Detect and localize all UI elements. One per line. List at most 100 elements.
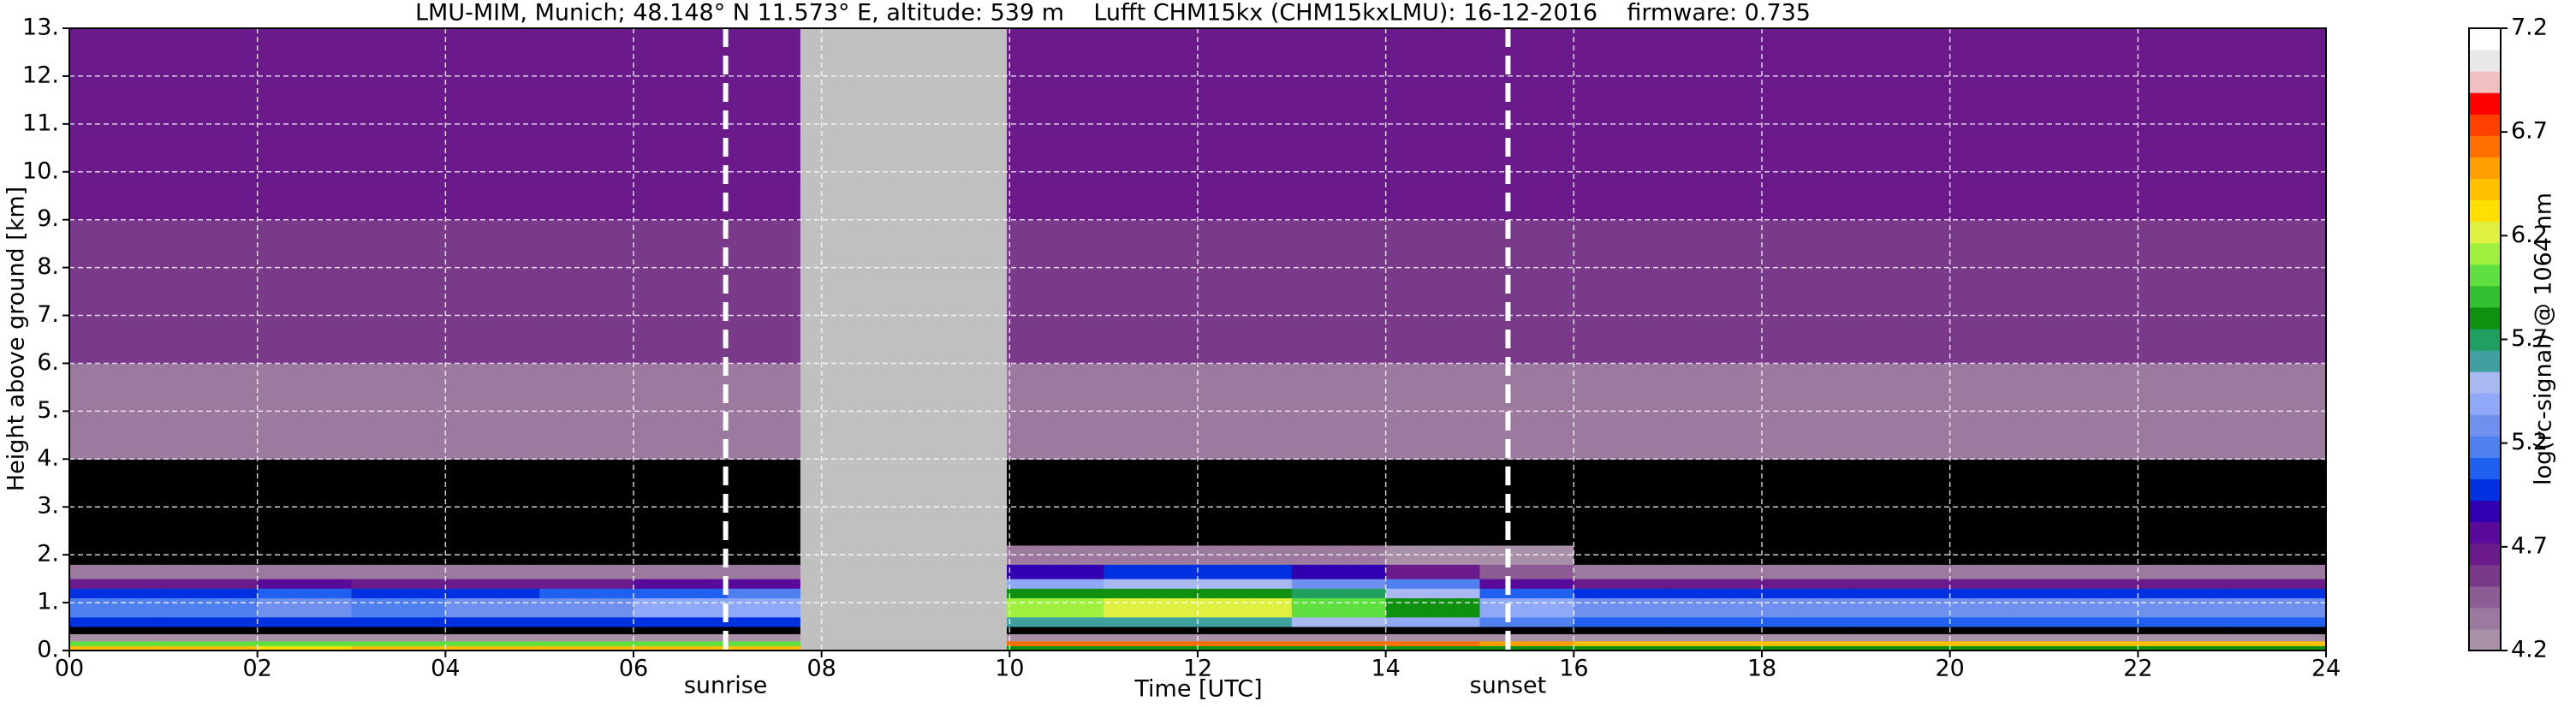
heatmap-cell [634,597,729,618]
heatmap-cell [69,633,164,642]
heatmap-cell [2138,588,2233,598]
heatmap-cell [1198,219,1293,364]
heatmap-cell [1855,640,1951,646]
heatmap-cell [1198,588,1293,598]
heatmap-cell [1385,219,1480,364]
colorbar-segment [2469,328,2501,351]
heatmap-cell [163,579,259,589]
annotation-label: sunset [1470,673,1547,699]
colorbar-segment [2469,585,2501,609]
heatmap-cell [1949,616,2044,627]
heatmap-cell [1385,564,1480,579]
heatmap-cell [1668,219,1763,364]
heatmap-cell [1574,645,1669,651]
heatmap-cell [1574,588,1669,598]
heatmap-cell [727,640,800,646]
heatmap-cell [1007,588,1104,598]
colorbar-segment [2469,221,2501,244]
heatmap-cell [1198,645,1293,651]
x-tick-label: 00 [55,656,84,682]
y-tick-label: 3. [37,493,59,520]
colorbar-tick-label: 6.7 [2511,118,2548,145]
heatmap-cell [351,588,446,598]
heatmap-cell [1574,579,1669,589]
heatmap-cell [1855,627,1951,634]
heatmap-cell [1949,579,2044,589]
heatmap-cell [2138,597,2233,618]
heatmap-cell [1479,616,1574,627]
colorbar-segment [2469,306,2501,330]
heatmap-cell [727,616,800,627]
heatmap-cell [1385,459,1480,508]
colorbar-segment [2469,436,2501,458]
heatmap-cell [1291,645,1387,651]
heatmap-cell [2232,597,2327,618]
x-tick-label: 04 [431,656,460,682]
heatmap-cell [351,597,446,618]
heatmap-cell [69,627,164,634]
heatmap-cell [1668,579,1763,589]
x-tick-label: 12 [1183,656,1212,682]
heatmap-cell [2044,459,2139,508]
heatmap-cell [163,640,259,646]
heatmap-cell [445,219,540,364]
heatmap-cell [257,616,352,627]
heatmap-cell [2138,507,2233,546]
x-tick-label: 24 [2311,656,2341,682]
heatmap-cell [1385,645,1480,651]
plot-frame [68,27,2327,651]
heatmap-cell [1668,564,1763,579]
colorbar-segment [2469,564,2501,587]
heatmap-cell [1104,564,1199,579]
heatmap-cell [1479,507,1574,546]
heatmap-cell [351,633,446,642]
heatmap-cell [2232,640,2327,646]
heatmap-cell [1385,579,1480,589]
heatmap-cell [1574,640,1669,646]
heatmap-cell [1104,633,1199,642]
heatmap-cell [2044,588,2139,598]
heatmap-cell [1855,616,1951,627]
colorbar-segment [2469,285,2501,308]
heatmap-cell [634,579,729,589]
colorbar-segment [2469,178,2501,201]
heatmap-cell [1762,459,1857,508]
heatmap-cell [1291,627,1387,634]
heatmap-cell [539,219,634,364]
heatmap-cell [69,219,164,364]
heatmap-cell [2044,579,2139,589]
heatmap-cell [2044,219,2139,364]
heatmap-cell [1668,616,1763,627]
heatmap-cell [1385,588,1480,598]
heatmap-cell [69,588,164,598]
heatmap-cell [539,579,634,589]
heatmap-cell [727,633,800,642]
heatmap-cell [1762,633,1857,642]
heatmap-cell [1291,579,1387,589]
x-axis-label: Time [UTC] [1133,676,1262,703]
heatmap-cell [69,597,164,618]
heatmap-cell [2232,588,2327,598]
heatmap-cell [1104,597,1199,618]
heatmap-cell [69,616,164,627]
heatmap-cell [1762,219,1857,364]
heatmap-cell [1949,219,2044,364]
heatmap-cell [2044,564,2139,579]
heatmap-cell [1479,219,1574,364]
heatmap-cell [634,616,729,627]
heatmap-cell [1479,645,1574,651]
colorbar-segment [2469,393,2501,415]
heatmap-cell [351,507,446,546]
heatmap-cell [2044,597,2139,618]
heatmap-cell [163,597,259,618]
colorbar-segment [2469,114,2501,136]
heatmap-cell [163,645,259,651]
heatmap-cell [1762,627,1857,634]
heatmap-cell [351,616,446,627]
heatmap-cell [1668,597,1763,618]
heatmap-cell [1855,564,1951,579]
colorbar-tick-label: 4.2 [2511,637,2548,663]
heatmap-cell [1574,597,1669,618]
heatmap-cell [634,588,729,598]
